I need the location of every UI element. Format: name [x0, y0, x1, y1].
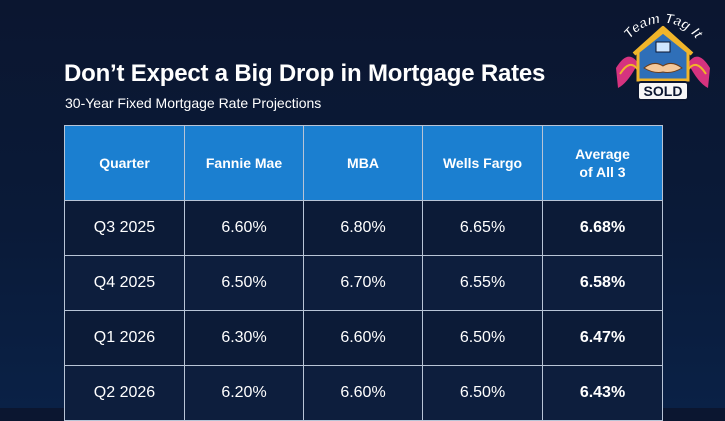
- page-subtitle: 30-Year Fixed Mortgage Rate Projections: [65, 95, 322, 111]
- cell-wells-fargo: 6.65%: [422, 200, 543, 256]
- header-average-line1: Average: [575, 146, 630, 162]
- cell-wells-fargo: 6.55%: [422, 255, 543, 311]
- header-average-line2: of All 3: [579, 164, 626, 180]
- cell-quarter: Q2 2026: [64, 365, 185, 421]
- cell-average: 6.47%: [542, 310, 663, 366]
- cell-wells-fargo: 6.50%: [422, 365, 543, 421]
- cell-mba: 6.80%: [303, 200, 423, 256]
- table-row: Q4 2025 6.50% 6.70% 6.55% 6.58%: [64, 255, 663, 311]
- cell-fannie-mae: 6.20%: [184, 365, 304, 421]
- header-fannie-mae: Fannie Mae: [184, 125, 304, 201]
- cell-fannie-mae: 6.50%: [184, 255, 304, 311]
- cell-quarter: Q3 2025: [64, 200, 185, 256]
- cell-mba: 6.70%: [303, 255, 423, 311]
- header-average: Average of All 3: [542, 125, 663, 201]
- cell-fannie-mae: 6.60%: [184, 200, 304, 256]
- cell-average: 6.68%: [542, 200, 663, 256]
- table-row: Q2 2026 6.20% 6.60% 6.50% 6.43%: [64, 365, 663, 421]
- cell-fannie-mae: 6.30%: [184, 310, 304, 366]
- team-tag-it-logo: SOLD Team Tag It: [616, 10, 710, 101]
- rate-projections-table: Quarter Fannie Mae MBA Wells Fargo Avera…: [64, 125, 663, 421]
- header-wells-fargo: Wells Fargo: [422, 125, 543, 201]
- table-row: Q3 2025 6.60% 6.80% 6.65% 6.68%: [64, 200, 663, 256]
- header-mba: MBA: [303, 125, 423, 201]
- cell-quarter: Q1 2026: [64, 310, 185, 366]
- table-row: Q1 2026 6.30% 6.60% 6.50% 6.47%: [64, 310, 663, 366]
- page-title: Don’t Expect a Big Drop in Mortgage Rate…: [64, 60, 546, 87]
- logo-sold-text: SOLD: [644, 83, 683, 99]
- cell-mba: 6.60%: [303, 365, 423, 421]
- header-quarter: Quarter: [64, 125, 185, 201]
- cell-wells-fargo: 6.50%: [422, 310, 543, 366]
- cell-average: 6.58%: [542, 255, 663, 311]
- table-header-row: Quarter Fannie Mae MBA Wells Fargo Avera…: [64, 125, 663, 201]
- cell-average: 6.43%: [542, 365, 663, 421]
- cell-mba: 6.60%: [303, 310, 423, 366]
- cell-quarter: Q4 2025: [64, 255, 185, 311]
